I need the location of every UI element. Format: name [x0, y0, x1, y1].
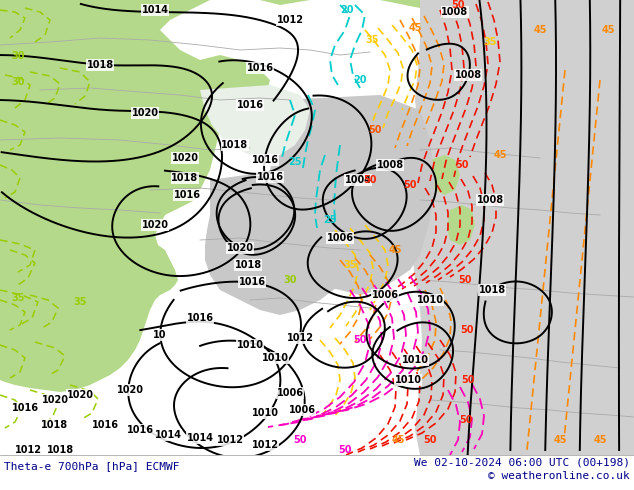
Text: 50: 50 [424, 435, 437, 445]
Text: 35: 35 [74, 297, 87, 307]
Text: 50: 50 [403, 180, 417, 190]
Text: 1016: 1016 [238, 277, 266, 287]
Text: 1016: 1016 [252, 155, 278, 165]
Text: 45: 45 [493, 150, 507, 160]
Text: 50: 50 [368, 125, 382, 135]
Bar [0, 455, 634, 490]
Text: 45: 45 [533, 25, 547, 35]
Text: 1016: 1016 [247, 63, 273, 73]
Text: 1008: 1008 [377, 160, 404, 170]
Text: 50: 50 [451, 0, 465, 10]
Text: 1016: 1016 [257, 172, 283, 182]
Polygon shape [0, 0, 634, 392]
Text: 1016: 1016 [127, 425, 153, 435]
Text: 1010: 1010 [261, 353, 288, 363]
Text: 1012: 1012 [287, 333, 313, 343]
Text: 50: 50 [363, 175, 377, 185]
Text: 35: 35 [483, 37, 497, 47]
Text: 1020: 1020 [131, 108, 158, 118]
Text: 25: 25 [323, 215, 337, 225]
Text: 45: 45 [391, 435, 404, 445]
Text: 45: 45 [601, 25, 615, 35]
Text: 50: 50 [460, 325, 474, 335]
Text: 1016: 1016 [11, 403, 39, 413]
Text: 1018: 1018 [41, 420, 68, 430]
Text: 1020: 1020 [41, 395, 68, 405]
Text: 1010: 1010 [417, 295, 444, 305]
Text: 35: 35 [365, 35, 378, 45]
Polygon shape [385, 195, 420, 255]
Text: 35: 35 [343, 260, 357, 270]
Text: 1012: 1012 [15, 445, 41, 455]
Text: 30: 30 [11, 77, 25, 87]
Text: 50: 50 [462, 375, 475, 385]
Text: 1008: 1008 [455, 70, 482, 80]
Text: 1006: 1006 [327, 233, 354, 243]
Text: 1006: 1006 [288, 405, 316, 415]
Text: 1018: 1018 [479, 285, 505, 295]
Text: 10: 10 [153, 330, 167, 340]
Polygon shape [412, 0, 634, 455]
Polygon shape [428, 155, 460, 195]
Text: 1010: 1010 [252, 408, 278, 418]
Text: 1010: 1010 [401, 355, 429, 365]
Text: 1020: 1020 [226, 243, 254, 253]
Text: 50: 50 [339, 445, 352, 455]
Text: 25: 25 [288, 157, 302, 167]
Text: 1010: 1010 [236, 340, 264, 350]
Text: 1016: 1016 [91, 420, 119, 430]
Text: 1020: 1020 [141, 220, 169, 230]
Text: 1020: 1020 [117, 385, 143, 395]
Text: 50: 50 [459, 415, 473, 425]
Text: 20: 20 [353, 75, 366, 85]
Text: 30: 30 [11, 51, 25, 61]
Text: 1004: 1004 [344, 175, 372, 185]
Text: 20: 20 [340, 5, 354, 15]
Text: Theta-e 700hPa [hPa] ECMWF: Theta-e 700hPa [hPa] ECMWF [4, 461, 179, 471]
Text: © weatheronline.co.uk: © weatheronline.co.uk [488, 471, 630, 481]
Text: 1018: 1018 [46, 445, 74, 455]
Polygon shape [205, 170, 360, 315]
Text: 50: 50 [455, 160, 469, 170]
Text: 1012: 1012 [276, 15, 304, 25]
Text: 35: 35 [11, 293, 25, 303]
Text: 1016: 1016 [174, 190, 200, 200]
Polygon shape [447, 205, 475, 245]
Text: 45: 45 [553, 435, 567, 445]
Text: 1018: 1018 [171, 173, 198, 183]
Text: 1010: 1010 [394, 375, 422, 385]
Text: 45: 45 [593, 435, 607, 445]
Text: 1008: 1008 [476, 195, 503, 205]
Text: 30: 30 [283, 275, 297, 285]
Text: 45: 45 [388, 245, 402, 255]
Text: 1014: 1014 [155, 430, 181, 440]
Text: 45: 45 [408, 23, 422, 33]
Text: 50: 50 [353, 335, 366, 345]
Text: 1012: 1012 [252, 440, 278, 450]
Text: 1020: 1020 [172, 153, 198, 163]
Text: 1008: 1008 [441, 7, 469, 17]
Text: 1006: 1006 [372, 290, 399, 300]
Text: 50: 50 [458, 275, 472, 285]
Polygon shape [265, 95, 435, 295]
Text: 1020: 1020 [67, 390, 93, 400]
Text: 1016: 1016 [236, 100, 264, 110]
Text: 1018: 1018 [235, 260, 262, 270]
Text: We 02-10-2024 06:00 UTC (00+198): We 02-10-2024 06:00 UTC (00+198) [414, 457, 630, 467]
Text: 50: 50 [294, 435, 307, 445]
Text: 1012: 1012 [216, 435, 243, 445]
Text: 1018: 1018 [221, 140, 249, 150]
Text: 1006: 1006 [276, 388, 304, 398]
Text: 1016: 1016 [186, 313, 214, 323]
Polygon shape [200, 85, 310, 158]
Text: 1014: 1014 [186, 433, 214, 443]
Text: 1018: 1018 [86, 60, 113, 70]
Text: 1014: 1014 [141, 5, 169, 15]
